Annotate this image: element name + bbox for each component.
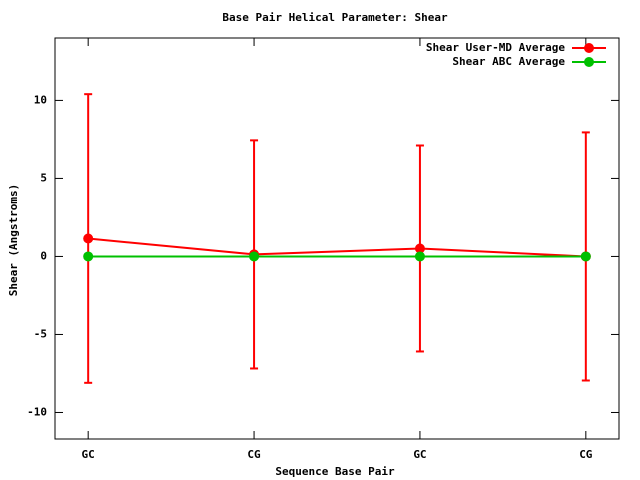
x-tick-label: GC (82, 448, 95, 461)
legend-label: Shear ABC Average (452, 55, 565, 68)
point (414, 243, 425, 254)
plot-frame (54, 37, 620, 440)
legend-label: Shear User-MD Average (426, 41, 565, 54)
point (83, 251, 94, 262)
legend-marker (584, 57, 594, 67)
point (414, 251, 425, 262)
chart-title: Base Pair Helical Parameter: Shear (222, 11, 448, 24)
series-line (88, 237, 586, 258)
point (580, 251, 591, 262)
y-tick-label: -10 (27, 405, 47, 418)
x-tick-label: CG (247, 448, 261, 461)
x-tick-label: CG (579, 448, 593, 461)
legend-marker (584, 43, 594, 53)
point (249, 251, 260, 262)
point (83, 233, 94, 244)
y-tick-label: 5 (40, 171, 47, 184)
x-tick-label: GC (413, 448, 426, 461)
y-axis-label: Shear (Angstroms) (7, 184, 20, 297)
y-tick-label: 10 (34, 93, 47, 106)
y-tick-label: 0 (40, 249, 47, 262)
x-axis-label: Sequence Base Pair (275, 465, 395, 478)
y-tick-label: -5 (34, 327, 47, 340)
